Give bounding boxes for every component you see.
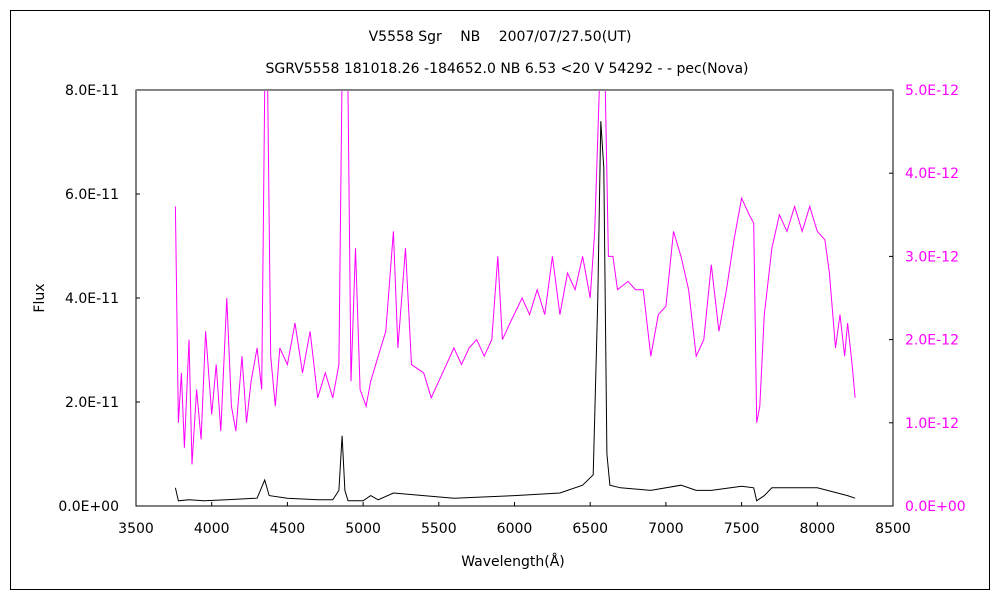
series-line-left bbox=[174, 121, 856, 502]
x-tick-label: 5000 bbox=[345, 521, 381, 537]
x-tick-label: 8000 bbox=[799, 521, 835, 537]
y-right-tick-label: 4.0E-12 bbox=[905, 166, 959, 182]
y-right-tick-label: 0.0E+00 bbox=[905, 499, 966, 515]
x-tick-label: 8500 bbox=[875, 521, 911, 537]
series-line-right bbox=[174, 90, 856, 465]
x-tick-label: 5500 bbox=[421, 521, 457, 537]
x-tick-label: 7500 bbox=[724, 521, 760, 537]
y-left-tick-label: 2.0E-11 bbox=[65, 395, 119, 411]
y-left-tick-label: 8.0E-11 bbox=[65, 83, 119, 99]
y-right-tick-label: 3.0E-12 bbox=[905, 249, 959, 265]
x-tick-label: 7000 bbox=[648, 521, 684, 537]
x-axis-label: Wavelength(Å) bbox=[461, 553, 565, 570]
y-left-tick-label: 6.0E-11 bbox=[65, 187, 119, 203]
y-right-tick-label: 5.0E-12 bbox=[905, 83, 959, 99]
x-tick-label: 4500 bbox=[270, 521, 306, 537]
x-tick-label: 6000 bbox=[497, 521, 533, 537]
y-left-tick-label: 4.0E-11 bbox=[65, 291, 119, 307]
chart-subtitle: SGRV5558 181018.26 -184652.0 NB 6.53 <20… bbox=[266, 61, 749, 77]
y-right-tick-label: 2.0E-12 bbox=[905, 333, 959, 349]
x-tick-label: 3500 bbox=[118, 521, 154, 537]
y-axis-label: Flux bbox=[32, 283, 48, 312]
chart-title: V5558 Sgr NB 2007/07/27.50(UT) bbox=[369, 29, 632, 45]
x-tick-label: 4000 bbox=[194, 521, 230, 537]
y-left-tick-label: 0.0E+00 bbox=[58, 499, 119, 515]
x-tick-label: 6500 bbox=[572, 521, 608, 537]
y-right-tick-label: 1.0E-12 bbox=[905, 416, 959, 432]
